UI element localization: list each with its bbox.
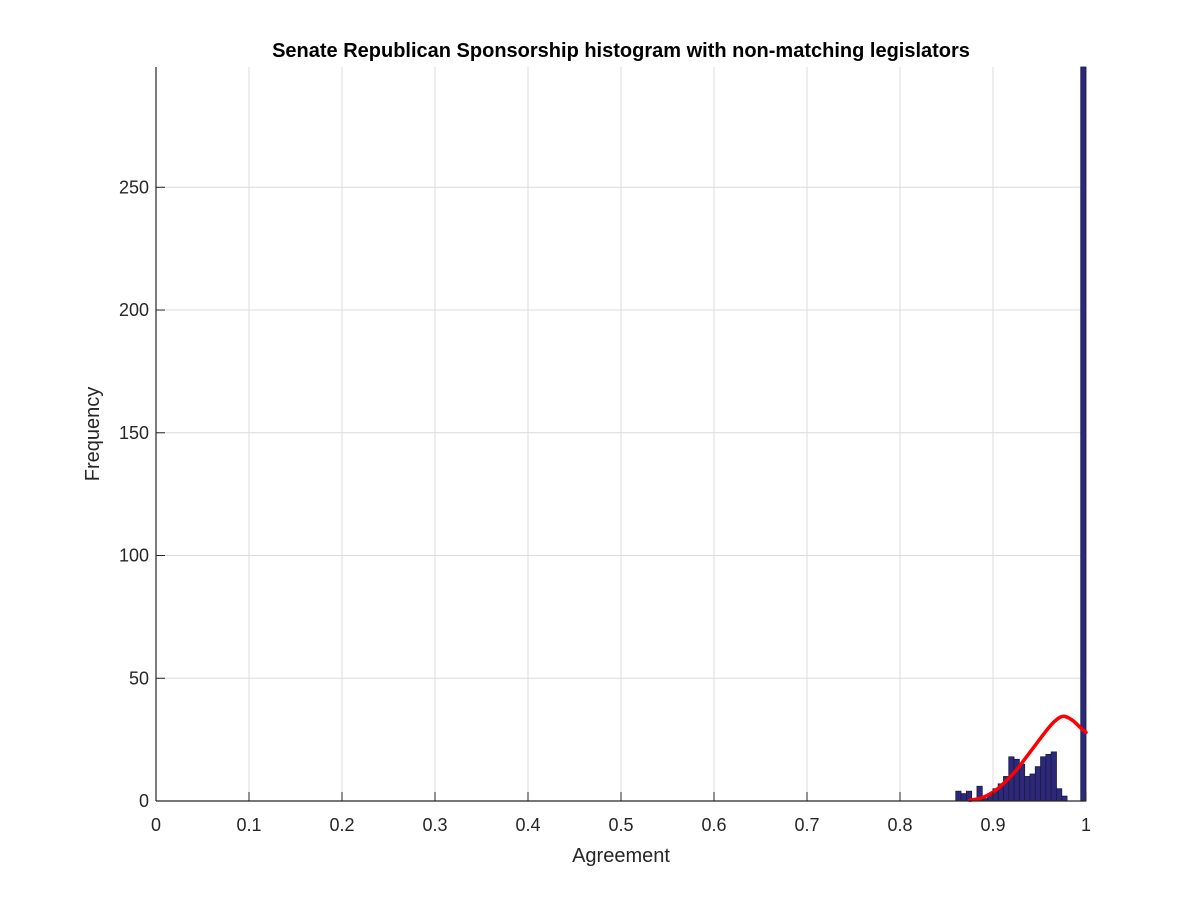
histogram-bar <box>1018 763 1026 802</box>
x-tick-label: 0.7 <box>794 815 819 835</box>
histogram-bar <box>1045 753 1052 802</box>
histogram-bar <box>1034 766 1041 802</box>
x-tick-label: 0.4 <box>515 815 540 835</box>
histogram-bar <box>955 790 962 802</box>
x-tick-label: 0.2 <box>329 815 354 835</box>
y-tick-label: 150 <box>119 423 149 443</box>
x-axis-label: Agreement <box>572 845 670 867</box>
histogram-bar <box>1040 756 1047 802</box>
y-tick-label: 250 <box>119 177 149 197</box>
y-tick-label: 50 <box>129 668 149 688</box>
histogram-bar <box>1080 66 1087 802</box>
x-tick-label: 0 <box>151 815 161 835</box>
y-axis-ticks: 0 50 100 150 200 250 <box>119 177 165 811</box>
x-tick-label: 0.6 <box>701 815 726 835</box>
histogram-bars <box>955 66 1087 802</box>
histogram-bar <box>960 793 967 802</box>
x-tick-label: 0.3 <box>422 815 447 835</box>
histogram-bar <box>1024 776 1031 802</box>
y-tick-label: 100 <box>119 546 149 566</box>
y-tick-label: 200 <box>119 300 149 320</box>
chart-title: Senate Republican Sponsorship histogram … <box>272 40 970 62</box>
x-axis-ticks: 0 0.1 0.2 0.3 0.4 0.5 0.6 0.7 0.8 0.9 1 <box>151 792 1091 835</box>
y-axis-label: Frequency <box>82 387 104 482</box>
x-tick-label: 0.1 <box>236 815 261 835</box>
x-tick-label: 1 <box>1081 815 1091 835</box>
fit-curve-line <box>968 714 1088 803</box>
x-tick-label: 0.9 <box>980 815 1005 835</box>
histogram-bar <box>1061 795 1068 802</box>
histogram-bar <box>1056 788 1063 802</box>
y-tick-label: 0 <box>139 791 149 811</box>
histogram-bar <box>1050 751 1057 802</box>
x-tick-label: 0.5 <box>608 815 633 835</box>
grid-lines <box>156 67 1087 801</box>
x-tick-label: 0.8 <box>887 815 912 835</box>
histogram-bar <box>1029 773 1036 802</box>
